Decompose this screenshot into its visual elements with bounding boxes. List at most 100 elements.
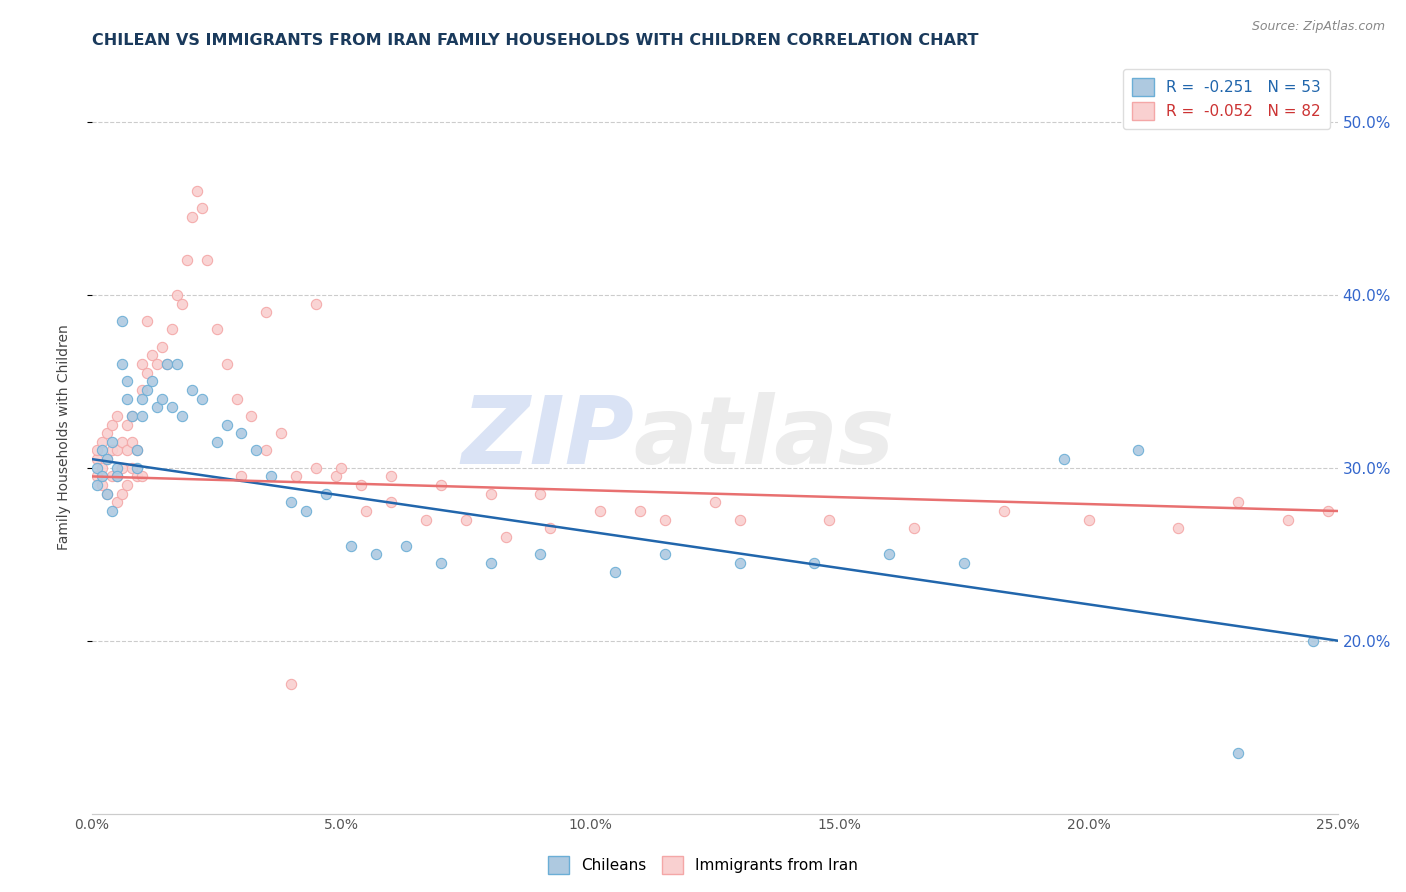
Point [479, 556, 502, 570]
Point [131, 469, 153, 483]
Point [260, 469, 283, 483]
Point [215, 357, 238, 371]
Point [125, 443, 148, 458]
Point [225, 392, 247, 406]
Point [195, 253, 218, 268]
Point [1302, 633, 1324, 648]
Point [170, 296, 193, 310]
Point [101, 443, 124, 458]
Point [131, 392, 153, 406]
Point [953, 556, 976, 570]
Point [340, 539, 363, 553]
Point [135, 383, 157, 397]
Point [166, 357, 188, 371]
Point [605, 565, 627, 579]
Point [205, 434, 228, 449]
Point [993, 504, 1015, 518]
Point [101, 434, 124, 449]
Point [121, 434, 143, 449]
Point [454, 513, 477, 527]
Point [115, 417, 138, 432]
Text: atlas: atlas [634, 392, 896, 483]
Point [215, 417, 238, 432]
Point [430, 478, 453, 492]
Point [91, 443, 114, 458]
Y-axis label: Family Households with Children: Family Households with Children [58, 325, 72, 550]
Point [156, 357, 179, 371]
Point [91, 469, 114, 483]
Point [121, 460, 143, 475]
Point [380, 495, 402, 509]
Point [86, 460, 108, 475]
Point [105, 469, 128, 483]
Point [135, 366, 157, 380]
Point [1316, 504, 1339, 518]
Point [728, 556, 751, 570]
Point [1227, 746, 1250, 760]
Point [589, 504, 612, 518]
Point [160, 322, 183, 336]
Point [354, 504, 377, 518]
Point [380, 469, 402, 483]
Point [91, 434, 114, 449]
Point [190, 392, 212, 406]
Point [111, 434, 134, 449]
Point [101, 504, 124, 518]
Point [305, 296, 328, 310]
Point [96, 486, 118, 500]
Point [141, 348, 163, 362]
Point [350, 478, 373, 492]
Point [111, 357, 134, 371]
Point [305, 460, 328, 475]
Point [101, 469, 124, 483]
Point [96, 486, 118, 500]
Point [111, 460, 134, 475]
Point [1277, 513, 1299, 527]
Point [280, 495, 302, 509]
Point [180, 210, 202, 224]
Point [101, 417, 124, 432]
Point [180, 383, 202, 397]
Point [190, 202, 212, 216]
Point [728, 513, 751, 527]
Point [280, 677, 302, 691]
Point [903, 521, 925, 535]
Point [111, 486, 134, 500]
Point [176, 253, 198, 268]
Point [364, 547, 387, 561]
Point [121, 409, 143, 423]
Point [156, 357, 179, 371]
Point [131, 357, 153, 371]
Point [703, 495, 725, 509]
Legend: Chileans, Immigrants from Iran: Chileans, Immigrants from Iran [541, 850, 865, 880]
Point [86, 443, 108, 458]
Point [96, 452, 118, 467]
Point [529, 486, 551, 500]
Point [430, 556, 453, 570]
Point [115, 478, 138, 492]
Point [1052, 452, 1074, 467]
Point [115, 392, 138, 406]
Point [231, 426, 253, 441]
Point [818, 513, 841, 527]
Point [160, 401, 183, 415]
Point [166, 288, 188, 302]
Legend: R =  -0.251   N = 53, R =  -0.052   N = 82: R = -0.251 N = 53, R = -0.052 N = 82 [1123, 70, 1330, 128]
Point [231, 469, 253, 483]
Point [245, 443, 267, 458]
Point [295, 504, 318, 518]
Point [105, 443, 128, 458]
Point [141, 375, 163, 389]
Point [96, 452, 118, 467]
Point [125, 469, 148, 483]
Point [131, 409, 153, 423]
Point [135, 314, 157, 328]
Point [150, 340, 173, 354]
Point [170, 409, 193, 423]
Point [96, 426, 118, 441]
Point [285, 469, 308, 483]
Point [315, 486, 337, 500]
Text: Source: ZipAtlas.com: Source: ZipAtlas.com [1251, 20, 1385, 33]
Point [330, 460, 353, 475]
Point [415, 513, 437, 527]
